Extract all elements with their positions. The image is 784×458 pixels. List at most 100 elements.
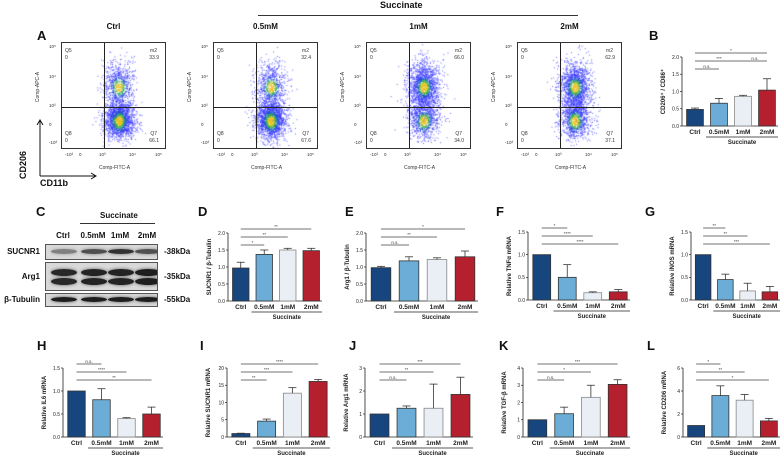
blot-lane-label: 2mM <box>137 231 157 240</box>
chart-l: 0 2 4 6 Relative CD206 mRNA Ctrl 0.5mM 1mM 2mMSu… <box>662 359 780 457</box>
q7-value: 34.0 <box>454 138 464 144</box>
x-tick-label: 10⁴ <box>434 152 441 157</box>
category-label: 1mM <box>736 129 751 136</box>
x-tick-label: 0 <box>79 152 82 157</box>
protein-band <box>108 277 134 285</box>
significance-label: ** <box>405 367 409 372</box>
significance-label: n.s. <box>751 56 758 61</box>
significance-label: * <box>730 48 732 53</box>
panel-letter-g: G <box>645 204 656 219</box>
gate-vertical-line <box>409 43 410 148</box>
q5-name: Q5 <box>370 48 377 54</box>
bar-ctrl <box>232 267 250 302</box>
y-axis-label: SUCNR1 / β-Tubulin <box>207 238 213 295</box>
x-tick-label: 10⁴ <box>129 152 136 157</box>
q5-name: Q5 <box>217 48 224 54</box>
y-axis-label: Comp-APC-A <box>35 71 42 103</box>
y-tick-label: 0.0 <box>518 298 525 304</box>
x-tick-label: 10⁵ <box>460 152 467 157</box>
bar-1mm <box>282 392 302 438</box>
y-tick-label: 0 <box>505 122 508 127</box>
q7-name: Q7 <box>150 131 157 137</box>
panel-letter-j: J <box>349 338 357 353</box>
flow-axes-arrows <box>36 119 97 180</box>
bar-1mm <box>279 249 297 302</box>
chart-h: 0.0 0.5 1.0 1.5 Relative IL6 mRNA Ctrl 0.5mM 1m… <box>42 359 163 457</box>
q7-name: Q7 <box>606 131 613 137</box>
q7-name: Q7 <box>302 131 309 137</box>
category-label: 0.5mM <box>709 129 729 136</box>
bar-2mm <box>608 291 628 301</box>
blot-lane-label: Ctrl <box>56 231 70 240</box>
bar-ctrl <box>532 254 552 301</box>
y-tick-label: 1 <box>517 418 520 424</box>
panel-letter-h: H <box>37 338 47 353</box>
y-tick-label: 0.5 <box>672 107 679 113</box>
x-tick-label: -10³ <box>370 152 379 157</box>
y-tick-label: 0.0 <box>681 298 688 304</box>
protein-band <box>135 268 157 276</box>
y-tick-label: 10³ <box>505 103 512 108</box>
flow-plot-title: 2mM <box>560 22 579 31</box>
y-tick-label: 1.5 <box>672 72 679 78</box>
bar-1mm <box>734 95 752 127</box>
y-tick-label: 0 <box>677 435 680 441</box>
gate-vertical-line <box>104 43 105 148</box>
bar-05mm <box>398 260 420 302</box>
m2-name: m2 <box>606 48 613 54</box>
bar-05mm <box>255 254 273 302</box>
significance-label: *** <box>716 56 722 61</box>
flow-plot: Q5 0 m2 62.9 Q8 0 Q7 37.1 <box>517 42 622 149</box>
q5-name: Q5 <box>521 48 528 54</box>
y-tick-label: 1.0 <box>672 89 679 95</box>
category-label: 1mM <box>737 440 752 447</box>
panel-letter-a: A <box>37 28 47 43</box>
gate-horizontal-line <box>214 107 317 108</box>
y-tick-label: 2 <box>677 412 680 418</box>
significance-label: * <box>554 223 556 228</box>
bar-ctrl <box>527 419 548 438</box>
protein-band <box>108 297 134 303</box>
significance-label: * <box>252 240 254 245</box>
y-tick-label: 1.0 <box>681 252 688 258</box>
category-label: 2mM <box>761 440 776 447</box>
q8-name: Q8 <box>65 131 72 137</box>
x-tick-label: -10³ <box>217 152 226 157</box>
bar-05mm <box>396 407 417 438</box>
category-label: Ctrl <box>691 440 702 447</box>
y-tick-label: 0.5 <box>218 282 225 288</box>
group-label: Succinate <box>576 451 605 457</box>
flow-density-scatter <box>367 43 470 148</box>
y-tick-label: 15 <box>218 383 224 389</box>
group-label: Succinate <box>277 451 306 457</box>
category-label: 2mM <box>760 129 775 136</box>
y-tick-label: 4 <box>517 366 520 372</box>
flow-plot: Q5 0 m2 66.0 Q8 0 Q7 34.0 <box>366 42 471 149</box>
y-tick-label: 10⁴ <box>201 74 208 79</box>
protein-band <box>108 268 134 276</box>
category-label: 1mM <box>119 440 134 447</box>
cd11b-axis-marker: CD11b <box>40 178 69 188</box>
y-axis-label: Relative TGF-β mRNA <box>502 371 508 434</box>
x-tick-label: 10³ <box>99 152 106 157</box>
blot-succinate-line <box>80 223 155 224</box>
bar-2mm <box>759 420 778 438</box>
y-tick-label: 0.5 <box>681 275 688 281</box>
significance-label: **** <box>98 367 105 372</box>
group-label: Succinate <box>578 314 607 320</box>
significance-label: ** <box>407 232 411 237</box>
panel-letter-e: E <box>345 204 354 219</box>
y-tick-label: 0.0 <box>356 299 363 305</box>
blot-strip-2 <box>45 293 158 307</box>
flow-plot-title: 0.5mM <box>253 22 278 31</box>
category-label: 1mM <box>740 303 755 310</box>
category-label: 0.5mM <box>710 440 730 447</box>
significance-label: *** <box>264 367 270 372</box>
q7-name: Q7 <box>455 131 462 137</box>
y-tick-label: 0 <box>221 435 224 441</box>
panel-letter-f: F <box>496 204 504 219</box>
q5-value: 0 <box>217 55 220 61</box>
bar-2mm <box>302 250 320 302</box>
bar-2mm <box>761 291 779 301</box>
